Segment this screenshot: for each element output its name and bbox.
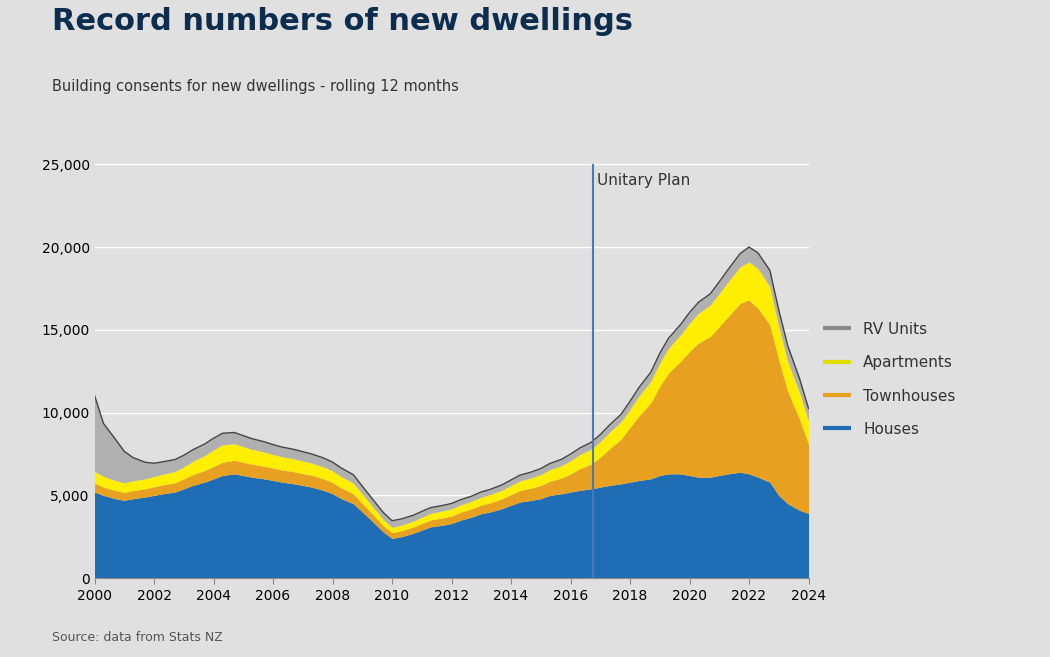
Text: Unitary Plan: Unitary Plan xyxy=(597,173,691,187)
Text: Record numbers of new dwellings: Record numbers of new dwellings xyxy=(52,7,633,35)
Legend: RV Units, Apartments, Townhouses, Houses: RV Units, Apartments, Townhouses, Houses xyxy=(823,322,956,437)
Text: Building consents for new dwellings - rolling 12 months: Building consents for new dwellings - ro… xyxy=(52,79,460,94)
Text: Source: data from Stats NZ: Source: data from Stats NZ xyxy=(52,631,224,644)
